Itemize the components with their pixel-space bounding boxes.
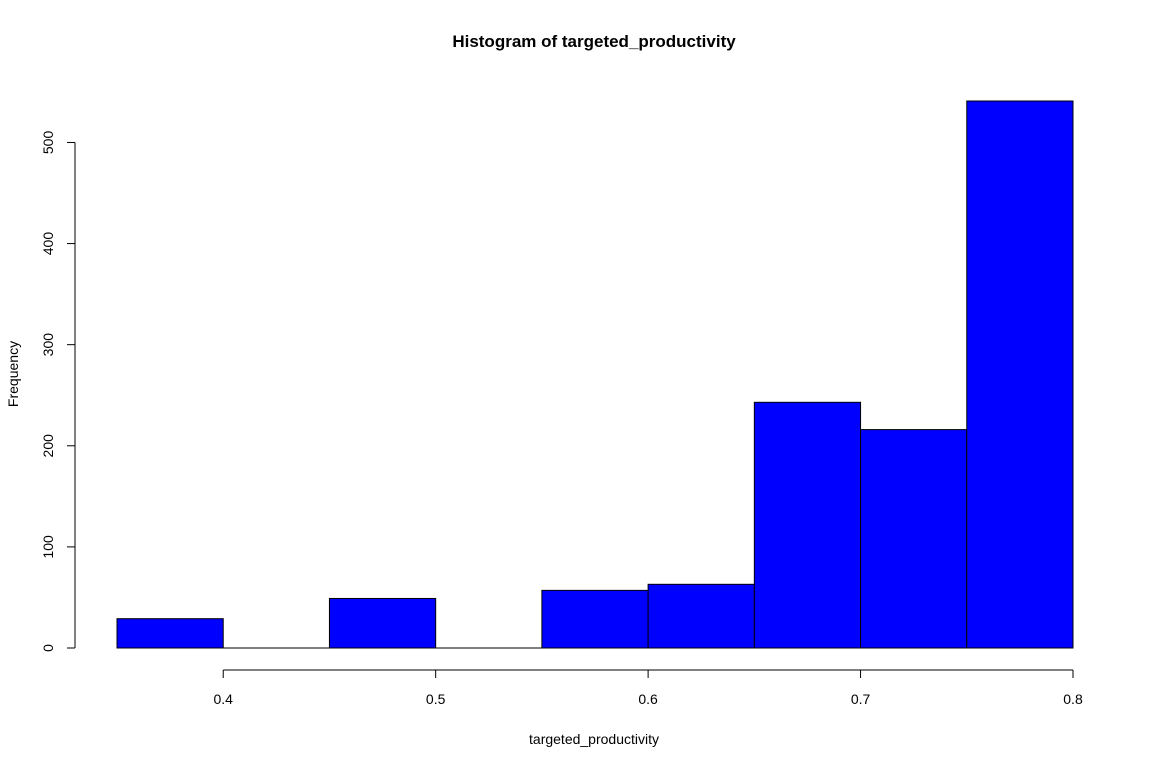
y-tick-label-1: 100 — [40, 535, 56, 559]
bars-group — [116, 100, 1074, 649]
x-tick-label-2: 0.6 — [638, 691, 658, 707]
histogram-bar-8 — [966, 100, 1074, 649]
x-axis-label: targeted_productivity — [529, 731, 659, 747]
x-tick-label-0: 0.4 — [213, 691, 233, 707]
y-tick-label-4: 400 — [40, 232, 56, 256]
y-axis: 0 100 200 300 400 500 — [40, 131, 76, 652]
y-tick-label-3: 300 — [40, 333, 56, 357]
histogram-bar-7 — [860, 429, 968, 649]
x-tick-label-1: 0.5 — [426, 691, 446, 707]
histogram-bar-0 — [116, 618, 224, 649]
histogram-bar-4 — [541, 589, 649, 649]
x-tick-label-3: 0.7 — [851, 691, 871, 707]
y-tick-label-5: 500 — [40, 131, 56, 155]
y-axis-label: Frequency — [5, 341, 21, 407]
histogram-bar-2 — [328, 597, 437, 649]
histogram-bar-6 — [753, 401, 862, 649]
chart-title: Histogram of targeted_productivity — [452, 32, 736, 51]
y-tick-label-0: 0 — [40, 644, 56, 652]
y-tick-label-2: 200 — [40, 434, 56, 458]
histogram-bar-5 — [647, 583, 755, 649]
x-axis: 0.4 0.5 0.6 0.7 0.8 — [213, 669, 1083, 707]
x-tick-label-4: 0.8 — [1063, 691, 1083, 707]
